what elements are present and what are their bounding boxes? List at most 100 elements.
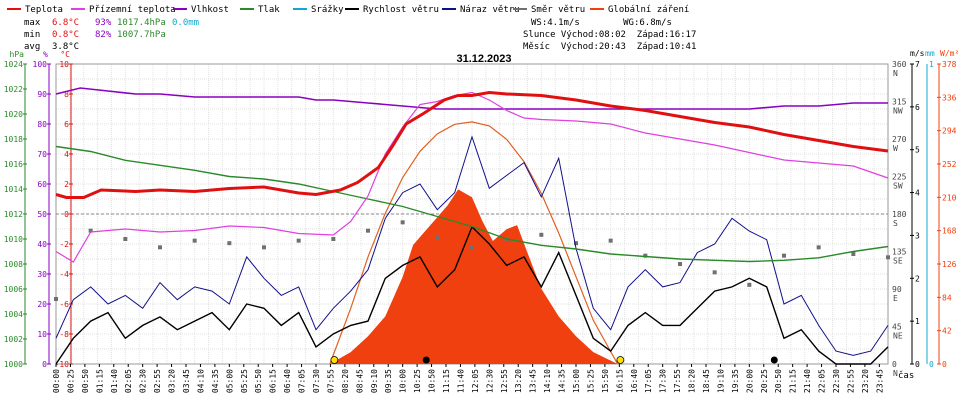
winddir-point xyxy=(158,245,162,250)
moon-marker xyxy=(422,356,430,364)
x-tick-label: 04:35 xyxy=(211,369,220,393)
x-tick-label: 15:00 xyxy=(572,369,581,393)
winddir-point xyxy=(608,238,613,243)
radiation-unit: W/m² xyxy=(940,49,959,58)
winddir-tick-label: 0 xyxy=(892,360,897,369)
x-tick-label: 20:00 xyxy=(745,369,754,393)
winddir-tick-label: 135 xyxy=(892,248,907,257)
x-tick-label: 05:25 xyxy=(240,369,249,393)
x-tick-label: 05:00 xyxy=(225,369,234,393)
astro-block: WS:4.1m/s WG:6.8m/s Slunce Východ:08:02 … xyxy=(523,18,696,52)
winddir-point xyxy=(435,235,440,240)
temperature-tick-label: 8 xyxy=(64,90,69,99)
x-tick-label: 17:30 xyxy=(659,369,668,393)
legend-item: Srážky xyxy=(311,5,344,15)
stat-max-hum: 93% xyxy=(95,18,112,28)
winddir-tick-label: SW xyxy=(893,182,903,191)
humidity-tick-label: 80 xyxy=(37,120,47,129)
winddir-tick-label: N xyxy=(893,369,898,378)
legend-item: Rychlost větru xyxy=(363,5,439,15)
winddir-tick-label: 360 xyxy=(892,60,907,69)
x-tick-label: 15:50 xyxy=(601,369,610,393)
x-tick-label: 21:40 xyxy=(803,369,812,393)
x-tick-label: 23:45 xyxy=(875,369,884,393)
winddir-point xyxy=(643,253,648,258)
pressure-tick-label: 1010 xyxy=(4,235,23,244)
pressure-unit: hPa xyxy=(10,50,25,59)
x-tick-label: 07:30 xyxy=(312,369,321,393)
wind-tick-label: 1 xyxy=(915,317,920,326)
radiation-tick-label: 252 xyxy=(942,160,957,169)
winddir-tick-label: 315 xyxy=(892,98,907,107)
stat-max-label: max xyxy=(24,18,41,28)
sun-marker xyxy=(616,356,625,364)
x-tick-label: 18:20 xyxy=(688,369,697,393)
axes: 1024102210201018101610141012101010081006… xyxy=(4,49,960,378)
humidity-tick-label: 30 xyxy=(37,270,47,279)
winddir-tick-label: NE xyxy=(893,332,903,341)
pressure-tick-label: 1000 xyxy=(4,360,23,369)
winddir-point xyxy=(470,245,474,250)
radiation-tick-label: 210 xyxy=(942,193,957,202)
x-tick-label: 10:00 xyxy=(399,369,408,393)
winddir-point xyxy=(747,282,752,287)
x-tick-label: 16:40 xyxy=(630,369,639,393)
winddir-point xyxy=(886,255,890,260)
winddir-point xyxy=(88,228,93,233)
x-tick-label: 19:35 xyxy=(731,369,740,393)
x-tick-label: 02:05 xyxy=(124,369,133,393)
winddir-tick-label: 180 xyxy=(892,210,907,219)
humidity-tick-label: 10 xyxy=(37,330,47,339)
radiation-tick-label: 84 xyxy=(942,293,952,302)
x-tick-label: 00:00 xyxy=(52,369,61,393)
stats-block: max 6.8°C 93% 1017.4hPa 0.0mm min 0.8°C … xyxy=(24,18,199,52)
pressure-tick-label: 1020 xyxy=(4,110,23,119)
x-tick-label: 17:55 xyxy=(673,369,682,393)
series-pressure xyxy=(55,145,889,263)
x-tick-label: 00:50 xyxy=(81,369,90,393)
pressure-tick-label: 1008 xyxy=(4,260,23,269)
pressure-tick-label: 1014 xyxy=(4,185,23,194)
x-tick-label: 17:05 xyxy=(644,369,653,393)
humidity-unit: % xyxy=(43,50,48,59)
x-tick-label: 08:20 xyxy=(341,369,350,393)
x-tick-label: 16:15 xyxy=(615,369,624,393)
wind-tick-label: 4 xyxy=(915,189,920,198)
x-tick-label: 22:55 xyxy=(846,369,855,393)
humidity-tick-label: 60 xyxy=(37,180,47,189)
x-tick-label: 03:45 xyxy=(182,369,191,393)
series-temperature xyxy=(55,90,889,199)
wind-tick-label: 0 xyxy=(915,360,920,369)
legend-item: Přízemní teplota xyxy=(89,5,176,15)
rain-tick-label: 0 xyxy=(929,360,934,369)
x-tick-label: 14:10 xyxy=(543,369,552,393)
x-tick-label: 02:55 xyxy=(153,369,162,393)
x-tick-label: 09:35 xyxy=(384,369,393,393)
radiation-tick-label: 126 xyxy=(942,260,957,269)
winddir-tick-label: SE xyxy=(893,257,903,266)
stat-max-press: 1017.4hPa xyxy=(117,18,166,28)
plots xyxy=(54,87,890,365)
x-tick-label: 20:50 xyxy=(774,369,783,393)
wind-unit: m/s xyxy=(910,49,925,58)
pressure-tick-label: 1006 xyxy=(4,285,23,294)
temperature-tick-label: 6 xyxy=(64,120,69,129)
radiation-tick-label: 168 xyxy=(942,227,957,236)
winddir-tick-label: N xyxy=(893,69,898,78)
x-axis: 00:00 00:25 00:50 01:15 01:40 02:05 02:30 02:55… xyxy=(52,364,884,393)
x-tick-label: 22:05 xyxy=(818,369,827,393)
astro-sun: Slunce Východ:08:02 Západ:16:17 xyxy=(523,30,696,40)
x-tick-label: 08:45 xyxy=(355,369,364,393)
stat-min-temp: 0.8°C xyxy=(52,30,79,40)
winddir-point xyxy=(331,237,336,241)
x-tick-label: 04:10 xyxy=(196,369,205,393)
x-tick-label: 23:20 xyxy=(861,369,870,393)
winddir-tick-label: NW xyxy=(893,107,903,116)
radiation-tick-label: 294 xyxy=(942,127,957,136)
x-axis-label: čas xyxy=(898,370,914,381)
pressure-tick-label: 1022 xyxy=(4,85,23,94)
pressure-tick-label: 1012 xyxy=(4,210,23,219)
winddir-tick-label: 90 xyxy=(892,285,902,294)
humidity-tick-label: 70 xyxy=(37,150,47,159)
